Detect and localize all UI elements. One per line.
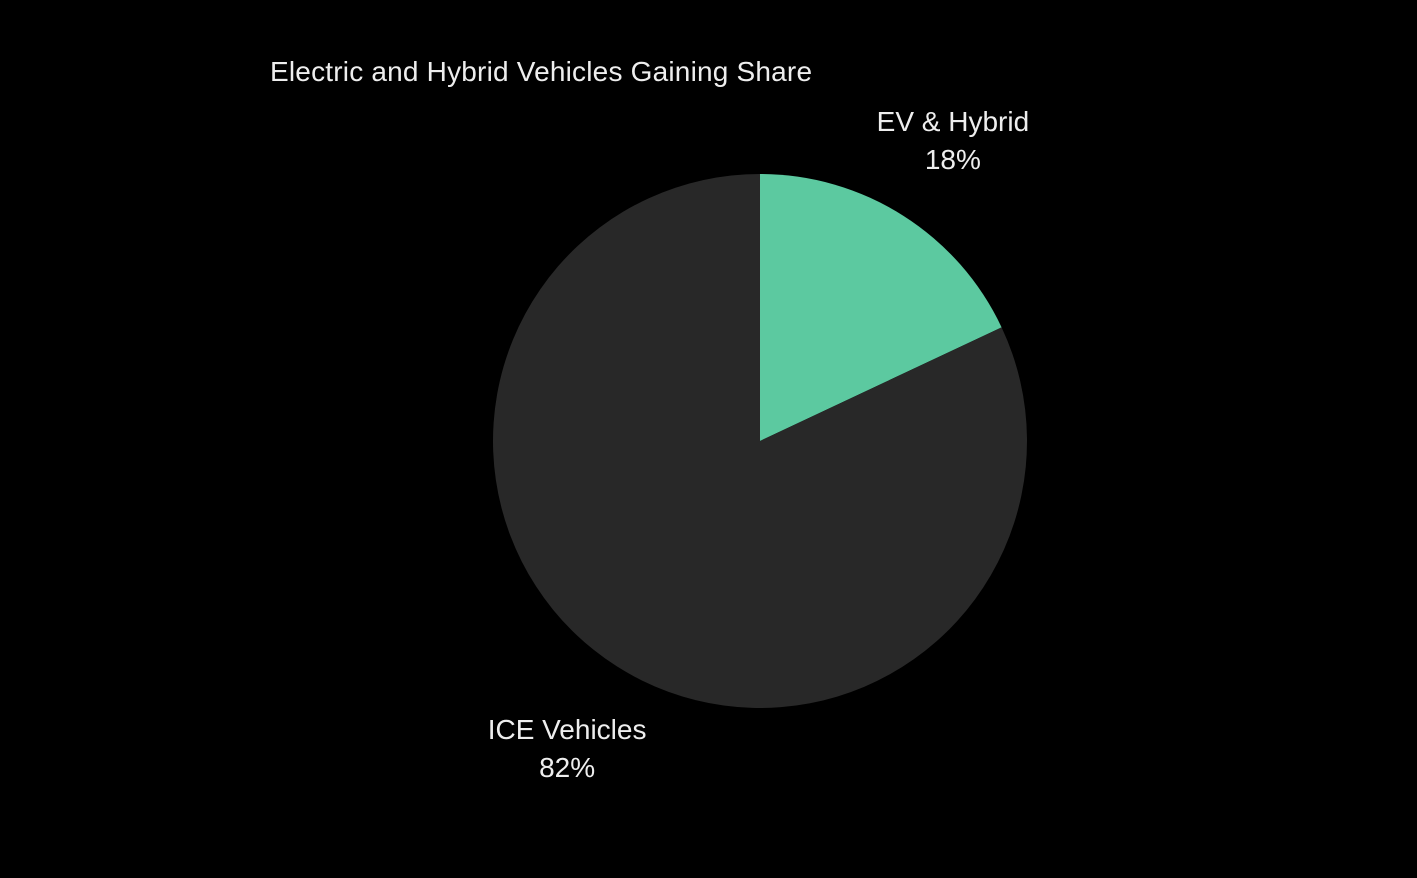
pie-slice-ev-hybrid — [760, 174, 1002, 441]
slice-value-label: 82% — [539, 752, 595, 783]
pie-slice-ice-vehicles — [492, 174, 1027, 708]
slice-label: EV & Hybrid — [877, 106, 1030, 137]
slice-label: ICE Vehicles — [488, 714, 647, 745]
chart-title: Electric and Hybrid Vehicles Gaining Sha… — [270, 56, 813, 87]
slice-value-label: 18% — [925, 144, 981, 175]
